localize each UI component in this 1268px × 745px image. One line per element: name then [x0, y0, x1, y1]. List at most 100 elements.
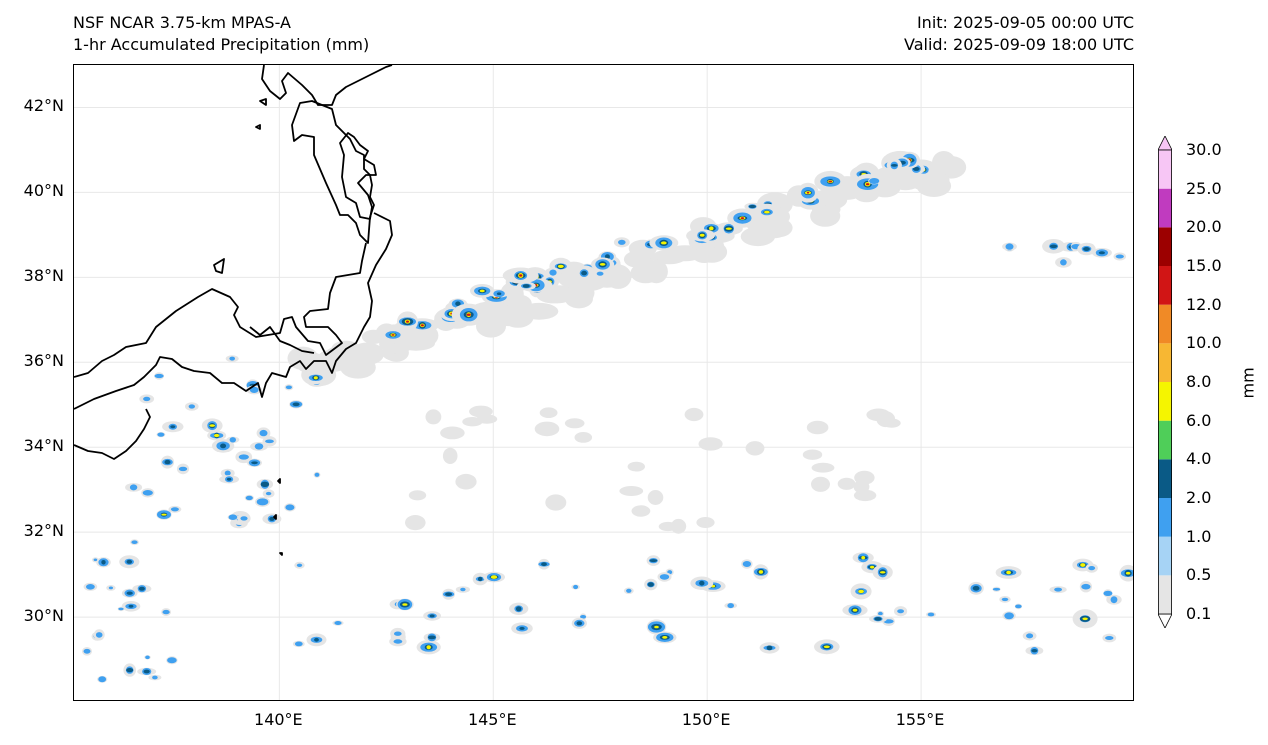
precip-moderate — [460, 587, 466, 592]
precip-intense — [764, 210, 770, 214]
precip-heavy — [649, 559, 658, 563]
precip-extreme — [466, 313, 471, 316]
colorbar-tick-label: 15.0 — [1186, 256, 1222, 275]
lat-tick-label: 42°N — [23, 96, 64, 116]
precip-moderate — [314, 472, 320, 477]
precip-intense — [662, 636, 668, 639]
precip-moderate — [1054, 587, 1062, 592]
precip-moderate — [256, 498, 269, 506]
time-block: Init: 2025-09-05 00:00 UTC Valid: 2025-0… — [904, 12, 1134, 56]
colorbar-tick-label: 12.0 — [1186, 294, 1222, 314]
precip-light — [917, 172, 950, 188]
honshu-south-coastline — [74, 212, 393, 410]
precip-extreme — [740, 217, 745, 220]
precip-light — [745, 441, 765, 456]
precip-moderate — [249, 386, 259, 393]
precip-intense — [1082, 617, 1088, 621]
precip-heavy — [496, 292, 502, 295]
precip-moderate — [224, 470, 231, 476]
lat-tick-label: 30°N — [23, 606, 64, 626]
lon-tick-label: 150°E — [681, 710, 731, 729]
precip-extreme — [519, 274, 523, 277]
small-island-3 — [273, 514, 277, 520]
colorbar-segment — [1158, 266, 1172, 305]
precip-heavy — [220, 443, 227, 449]
precip-intense — [1006, 570, 1011, 575]
precip-intense — [654, 625, 659, 629]
precip-moderate — [228, 514, 238, 520]
precip-moderate — [145, 655, 150, 660]
precip-moderate — [143, 396, 151, 402]
precip-moderate — [1004, 612, 1014, 620]
precip-heavy — [748, 204, 757, 209]
precip-heavy — [576, 621, 583, 626]
small-island-5 — [279, 552, 283, 556]
lat-tick-label: 38°N — [23, 266, 64, 286]
precip-heavy — [292, 402, 300, 407]
precip-moderate — [240, 516, 248, 521]
central-honshu-coastline — [74, 242, 367, 378]
precip-light — [647, 490, 664, 505]
sado-island-coastline — [213, 258, 225, 274]
precip-light — [539, 407, 558, 419]
precip-heavy — [519, 626, 525, 630]
peninsula-coastline — [249, 326, 315, 354]
colorbar-segment — [1158, 188, 1172, 228]
precip-heavy — [445, 592, 453, 596]
precip-intense — [758, 570, 764, 574]
colorbar-tick-label: 1.0 — [1186, 526, 1212, 546]
precip-moderate — [1015, 604, 1022, 609]
small-island-1 — [259, 98, 267, 106]
precip-light — [670, 518, 687, 534]
precip-moderate — [86, 584, 95, 590]
precip-moderate — [238, 454, 249, 460]
precip-heavy — [428, 635, 436, 640]
colorbar-tick-label: 0.5 — [1186, 565, 1212, 585]
title-block: NSF NCAR 3.75-km MPAS-A 1-hr Accumulated… — [73, 12, 369, 56]
precip-moderate — [142, 490, 153, 496]
precip-moderate — [1060, 259, 1067, 266]
precip-moderate — [869, 178, 880, 184]
precip-heavy — [1031, 649, 1038, 653]
precip-light — [627, 461, 645, 472]
colorbar-segment — [1158, 575, 1172, 614]
lon-tick-label: 140°E — [254, 710, 303, 729]
precip-moderate — [659, 574, 670, 580]
precip-moderate — [285, 504, 295, 511]
lon-tick-label: 145°E — [467, 710, 517, 729]
precip-heavy — [126, 668, 134, 673]
lat-tick-label: 34°N — [23, 436, 64, 456]
colorbar-tick-label: 30.0 — [1186, 140, 1222, 159]
precip-light — [837, 477, 856, 490]
precip-light — [806, 420, 829, 435]
precip-moderate — [93, 558, 98, 562]
precip-light — [658, 521, 678, 532]
colorbar-segment — [1158, 459, 1172, 498]
colorbar-segment — [1158, 382, 1172, 421]
precip-intense — [823, 645, 830, 649]
precip-light — [698, 437, 723, 451]
precip-light — [440, 426, 465, 440]
precip-moderate — [1110, 596, 1118, 604]
precip-intense — [852, 608, 858, 612]
hokkaido-coastline — [261, 65, 393, 106]
lat-tick-label: 36°N — [23, 351, 64, 371]
precip-intense — [725, 227, 732, 230]
honshu-coastline — [339, 132, 377, 220]
precip-light — [546, 285, 573, 304]
precip-moderate — [118, 607, 124, 611]
colorbar-max-arrow — [1158, 136, 1172, 151]
precip-light — [631, 505, 651, 517]
precip-light — [408, 490, 427, 501]
precip-extreme — [391, 334, 395, 336]
precip-intense — [161, 513, 167, 516]
precip-heavy — [874, 617, 882, 621]
colorbar — [1158, 136, 1172, 628]
colorbar-segment — [1158, 498, 1172, 537]
precip-moderate — [265, 439, 274, 444]
precip-heavy — [515, 606, 522, 612]
precip-light — [317, 349, 345, 366]
precip-heavy — [260, 481, 270, 487]
precip-light — [684, 407, 704, 422]
precip-light — [811, 462, 835, 473]
